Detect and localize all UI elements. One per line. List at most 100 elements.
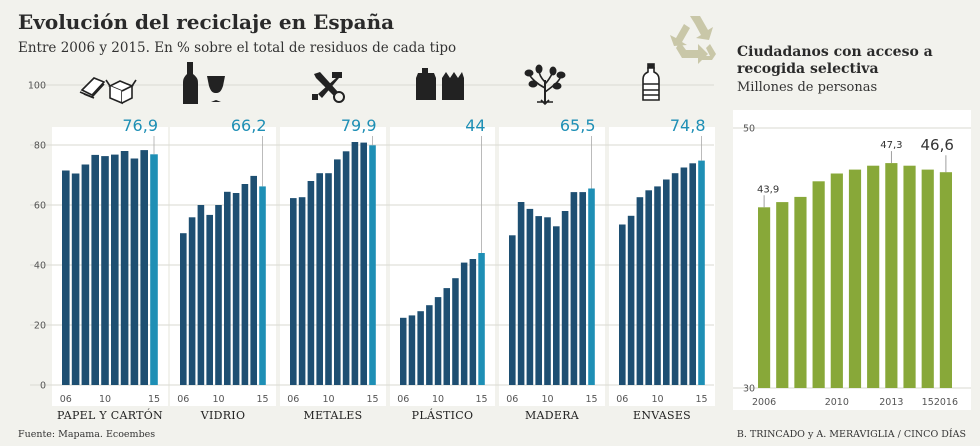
panel-background xyxy=(170,127,276,406)
panel-background xyxy=(280,127,386,406)
y-tick-label: 60 xyxy=(34,201,46,212)
bar xyxy=(232,193,240,385)
value-annotation: 46,6 xyxy=(921,136,954,154)
bar xyxy=(776,202,789,388)
last-value-label: 65,5 xyxy=(560,116,596,135)
bar xyxy=(619,224,626,385)
bar xyxy=(360,142,367,385)
panel-category-label: METALES xyxy=(304,409,363,422)
bar xyxy=(426,305,433,385)
bar xyxy=(408,315,416,385)
x-tick-label: 2006 xyxy=(752,397,776,408)
chart-title: Evolución del reciclaje en España xyxy=(18,10,395,34)
right-chart-title: Ciudadanos con acceso a recogida selecti… xyxy=(737,44,933,77)
bar xyxy=(460,262,468,385)
x-tick-label: 15 xyxy=(695,394,707,405)
bar xyxy=(570,192,578,385)
bar xyxy=(758,207,771,388)
panel-category-label: ENVASES xyxy=(633,409,691,422)
bar xyxy=(206,214,213,385)
bar xyxy=(509,235,516,385)
bar xyxy=(241,184,249,385)
bar xyxy=(452,278,459,385)
bar xyxy=(544,217,551,385)
x-tick-label: 10 xyxy=(541,394,553,405)
bar xyxy=(62,170,70,385)
bar xyxy=(885,163,898,388)
bar xyxy=(627,215,635,385)
bars xyxy=(62,142,952,388)
bar xyxy=(259,186,266,385)
bar xyxy=(526,208,534,385)
y-axis: 0 20 40 60 80 100 30 50 xyxy=(28,81,755,395)
x-tick-label: 10 xyxy=(322,394,334,405)
value-annotation: 47,3 xyxy=(880,140,902,151)
bar xyxy=(91,154,99,385)
bar xyxy=(680,167,688,385)
y-tick-label: 20 xyxy=(34,321,46,332)
y-tick-label: 40 xyxy=(34,261,46,272)
bar xyxy=(140,150,148,385)
bar xyxy=(812,181,825,388)
bar xyxy=(111,154,119,385)
x-tick-label: 06 xyxy=(397,394,409,405)
recycle-icon xyxy=(670,16,716,64)
chart-subtitle: Entre 2006 y 2015. En % sobre el total d… xyxy=(18,40,457,56)
last-value-label: 76,9 xyxy=(122,116,158,135)
y-tick-label: 50 xyxy=(743,124,755,135)
x-tick-label: 10 xyxy=(212,394,224,405)
panel-category-label: MADERA xyxy=(525,409,580,422)
bar xyxy=(120,151,129,385)
bar xyxy=(130,158,139,385)
x-tick-label: 2010 xyxy=(825,397,849,408)
bar xyxy=(417,311,424,385)
last-value-label: 79,9 xyxy=(341,116,377,135)
bar xyxy=(698,160,705,385)
bar xyxy=(434,297,442,385)
x-tick-label: 10 xyxy=(432,394,444,405)
x-tick-label: 06 xyxy=(177,394,189,405)
x-tick-label: 2013 xyxy=(879,397,903,408)
plant-icon xyxy=(524,64,566,106)
bar xyxy=(443,288,450,385)
last-value-label: 74,8 xyxy=(670,116,706,135)
panel-background xyxy=(609,127,715,406)
bar xyxy=(101,156,109,385)
bar xyxy=(830,173,843,388)
panel-background xyxy=(52,127,168,406)
panel-category-label: PLÁSTICO xyxy=(412,408,474,422)
x-tick-label: 06 xyxy=(287,394,299,405)
y-tick-label: 80 xyxy=(34,141,46,152)
x-tick-label: 10 xyxy=(99,394,111,405)
bar xyxy=(290,198,297,385)
labels: 06 10 76,9 15 PAPEL Y CARTÓN 06 10 66,2 15 VIDRIO… xyxy=(57,116,958,422)
x-tick-label: 06 xyxy=(506,394,518,405)
bar xyxy=(316,173,323,385)
y-tick-label: 100 xyxy=(28,81,46,92)
bar xyxy=(224,191,231,385)
panel-background xyxy=(499,127,605,406)
bar xyxy=(867,165,880,388)
bar xyxy=(671,173,679,385)
x-tick-label: 10 xyxy=(651,394,663,405)
bar xyxy=(150,154,158,385)
tools-icon xyxy=(312,72,345,103)
bar xyxy=(307,181,315,385)
bar xyxy=(369,145,376,385)
bar xyxy=(535,216,542,385)
x-tick-label: 15 xyxy=(922,397,934,408)
y-tick-label: 30 xyxy=(743,384,755,395)
x-tick-label: 15 xyxy=(366,394,378,405)
bar xyxy=(215,205,222,385)
bar xyxy=(325,173,332,385)
bar xyxy=(298,197,306,385)
bar xyxy=(334,159,341,385)
bar xyxy=(636,197,644,385)
x-tick-label: 15 xyxy=(476,394,488,405)
value-annotation: 43,9 xyxy=(757,184,779,195)
glass-bottle-icon xyxy=(183,62,225,104)
bar xyxy=(903,165,916,388)
x-tick-label: 15 xyxy=(256,394,268,405)
bar xyxy=(654,186,661,385)
